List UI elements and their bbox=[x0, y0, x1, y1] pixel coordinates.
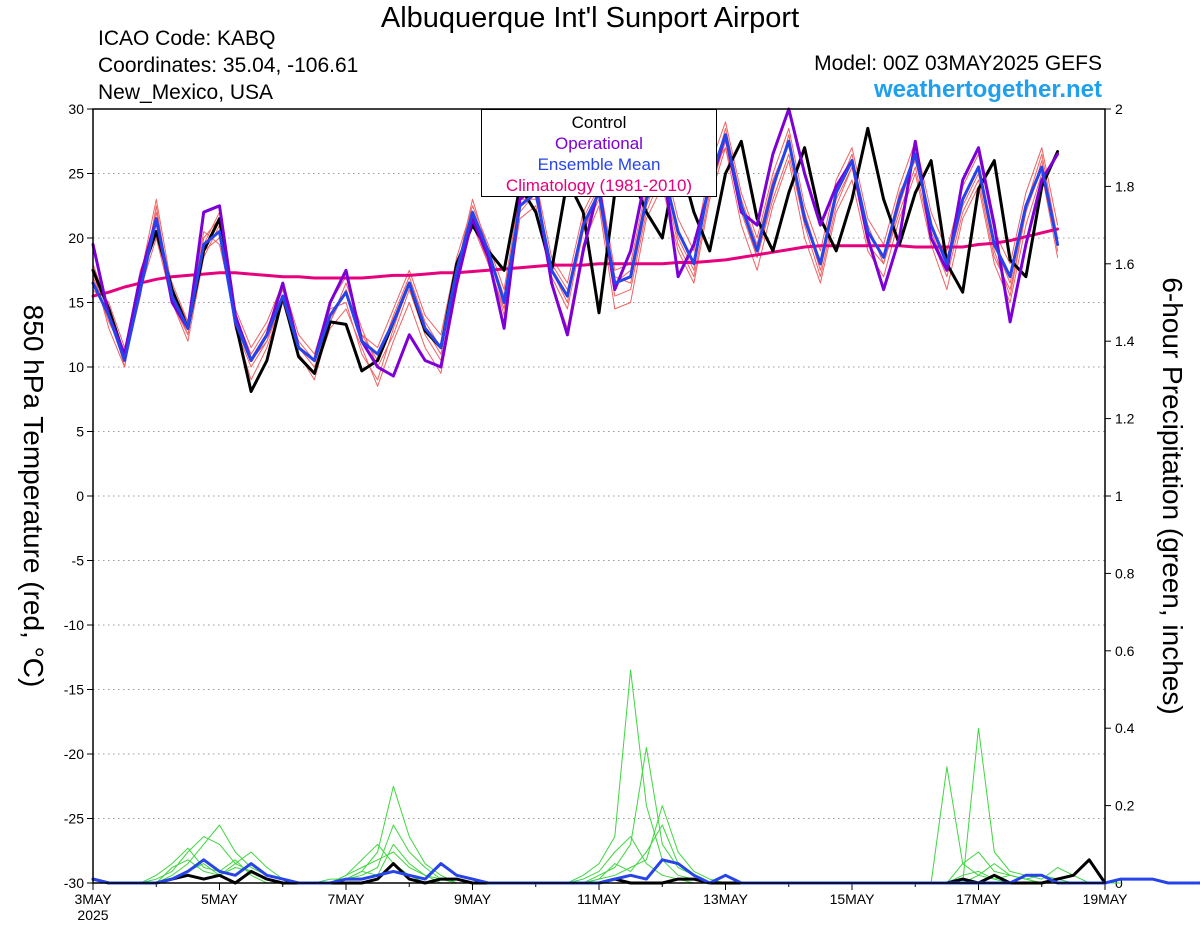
tick-label-right: 0.4 bbox=[1115, 720, 1135, 736]
tick-label-bottom: 5MAY bbox=[201, 891, 239, 907]
tick-label-left: 0 bbox=[76, 488, 84, 504]
model-run: Model: 00Z 03MAY2025 GEFS bbox=[814, 52, 1102, 75]
tick-label-right: 1.4 bbox=[1115, 333, 1135, 349]
tick-label-left: 15 bbox=[68, 295, 84, 311]
y-axis-label-right: 6-hour Precipitation (green, inches) bbox=[1157, 277, 1188, 715]
tick-label-left: -25 bbox=[64, 811, 84, 827]
legend-item-operational: Operational bbox=[555, 134, 643, 153]
tick-label-left: 20 bbox=[68, 230, 84, 246]
tick-label-year: 2025 bbox=[77, 907, 108, 923]
tick-label-bottom: 17MAY bbox=[956, 891, 1002, 907]
tick-label-right: 1.2 bbox=[1115, 411, 1135, 427]
tick-label-right: 2 bbox=[1115, 101, 1123, 117]
legend-item-control: Control bbox=[571, 113, 627, 132]
legend: Control Operational Ensemble Mean Climat… bbox=[481, 109, 717, 197]
temp-member-line bbox=[92, 121, 1059, 355]
tick-label-right: 0.8 bbox=[1115, 565, 1135, 581]
tick-label-left: -30 bbox=[64, 875, 84, 891]
tick-label-left: 30 bbox=[68, 101, 84, 117]
icao-code: ICAO Code: KABQ bbox=[98, 27, 276, 50]
tick-label-left: -15 bbox=[64, 682, 84, 698]
coordinates: Coordinates: 35.04, -106.61 bbox=[98, 54, 359, 77]
location: New_Mexico, USA bbox=[98, 81, 274, 104]
temp-mean-line bbox=[91, 133, 1060, 362]
tick-label-bottom: 13MAY bbox=[703, 891, 749, 907]
tick-label-right: 0.6 bbox=[1115, 643, 1135, 659]
tick-label-bottom: 3MAY bbox=[74, 891, 112, 907]
tick-label-bottom: 7MAY bbox=[327, 891, 365, 907]
tick-label-left: 25 bbox=[68, 166, 84, 182]
precip-member-line bbox=[92, 727, 1122, 884]
tick-label-right: 1 bbox=[1115, 488, 1123, 504]
tick-label-left: -5 bbox=[72, 553, 85, 569]
tick-label-bottom: 19MAY bbox=[1083, 891, 1129, 907]
precip-mean-line bbox=[91, 858, 1200, 885]
temp-member-line bbox=[92, 140, 1059, 387]
chart-title: Albuquerque Int'l Sunport Airport bbox=[380, 2, 800, 34]
precip-member-line bbox=[92, 669, 1122, 884]
tick-label-bottom: 11MAY bbox=[577, 891, 621, 907]
y-axis-label-left: 850 hPa Temperature (red, °C) bbox=[18, 304, 49, 688]
tick-label-right: 0.2 bbox=[1115, 798, 1135, 814]
tick-label-bottom: 15MAY bbox=[830, 891, 876, 907]
tick-label-left: 5 bbox=[76, 424, 84, 440]
tick-label-right: 1.8 bbox=[1115, 178, 1135, 194]
tick-label-left: -10 bbox=[64, 617, 84, 633]
tick-label-right: 1.6 bbox=[1115, 256, 1135, 272]
legend-item-mean: Ensemble Mean bbox=[537, 155, 661, 174]
tick-label-bottom: 9MAY bbox=[454, 891, 492, 907]
legend-item-climatology: Climatology (1981-2010) bbox=[505, 176, 693, 195]
tick-label-left: -20 bbox=[64, 746, 84, 762]
precip-member-line bbox=[92, 747, 1122, 884]
site-name: weathertogether.net bbox=[873, 76, 1102, 103]
tick-label-left: 10 bbox=[68, 359, 84, 375]
